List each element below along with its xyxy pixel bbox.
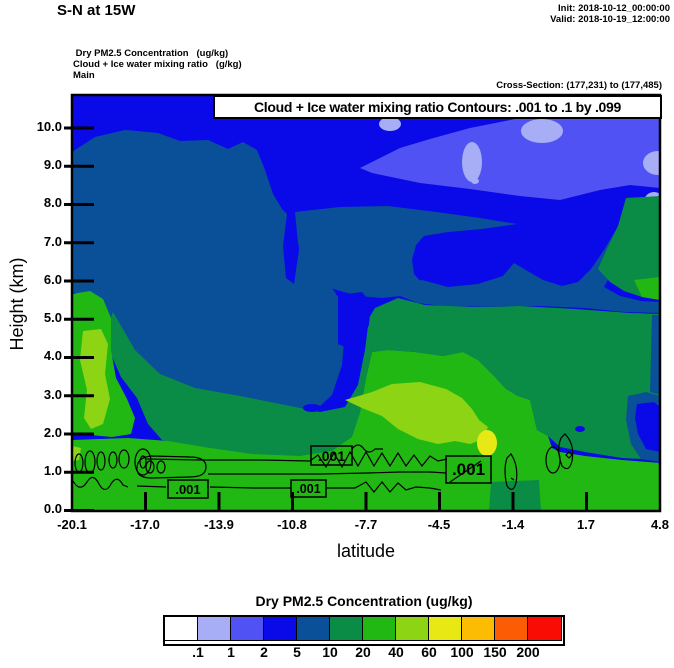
y-tick-label: 4.0 (43, 348, 62, 363)
x-tick-label: -4.5 (427, 517, 451, 532)
y-tick-label: 3.0 (43, 387, 62, 402)
colorbar-cell (527, 616, 562, 641)
colorbar-tick-label: 5 (293, 644, 301, 660)
y-tick-label: 5.0 (43, 310, 62, 325)
contour-value-label: .001 (317, 448, 346, 464)
x-tick-label: -20.1 (57, 517, 87, 532)
fill-periwinkle-band (360, 118, 660, 200)
y-tick-label: 10.0 (36, 119, 62, 134)
colorbar-tick-label: 100 (450, 644, 474, 660)
colorbar-cell (263, 616, 298, 641)
colorbar-tick-label: 20 (355, 644, 371, 660)
valid-timestamp: Valid: 2018-10-19_12:00:00 (550, 14, 670, 25)
colorbar-tick-label: 60 (421, 644, 437, 660)
colorbar-tick-label: 10 (322, 644, 338, 660)
x-axis-title: latitude (336, 541, 396, 561)
x-axis-ticks (144, 492, 588, 512)
y-tick-label: 7.0 (43, 234, 62, 249)
x-tick-label: 1.7 (576, 517, 596, 532)
colorbar-cell (197, 616, 232, 641)
x-tick-label: -10.8 (277, 517, 307, 532)
field-legend-line-1: Dry PM2.5 Concentration (ug/kg) (73, 48, 229, 59)
fill-blue-patches (303, 292, 660, 452)
colorbar-tick-label: 200 (516, 644, 540, 660)
contour-label-boxes (167, 445, 492, 499)
colorbar-cell (362, 616, 397, 641)
field-legend-line-2: Cloud + Ice water mixing ratio (g/kg) (73, 59, 242, 70)
colorbar-cell (494, 616, 529, 641)
x-tick-label: -17.0 (130, 517, 160, 532)
colorbar-cell (428, 616, 463, 641)
colorbar-title: Dry PM2.5 Concentration (ug/kg) (255, 593, 473, 609)
contour-value-label: .001 (175, 482, 201, 497)
colorbar-tick-label: 2 (260, 644, 268, 660)
colorbar-cell (296, 616, 331, 641)
plot-title: S-N at 15W (57, 2, 136, 19)
colorbar-tick-label: .1 (192, 644, 204, 660)
cross-section-info: Cross-Section: (177,231) to (177,485) (496, 80, 662, 91)
fill-darkgreen-regions (107, 196, 660, 460)
colorbar-cell (164, 616, 199, 641)
init-timestamp: Init: 2018-10-12_00:00:00 (558, 3, 670, 14)
x-tick-label: 4.8 (650, 517, 670, 532)
colorbar-cell (461, 616, 496, 641)
contour-value-label: .001 (296, 482, 321, 496)
y-tick-label: 9.0 (43, 157, 62, 172)
y-tick-label: 1.0 (43, 463, 62, 478)
contour-banner: Cloud + Ice water mixing ratio Contours:… (213, 95, 662, 119)
colorbar-tick-label: 40 (388, 644, 404, 660)
fill-darkgreen-bottom-column (489, 480, 541, 511)
fill-steel-regions (72, 130, 660, 410)
field-legend-line-3: Main (73, 70, 95, 81)
x-tick-label: -1.4 (501, 517, 525, 532)
fill-yellow-max-spot (477, 430, 497, 456)
fill-yellowgreen-regions (72, 329, 488, 461)
y-tick-label: 6.0 (43, 272, 62, 287)
x-tick-label: -13.9 (204, 517, 234, 532)
colorbar-tick-label: 150 (483, 644, 507, 660)
y-axis-title: Height (km) (7, 257, 27, 351)
colorbar-cell (230, 616, 265, 641)
colorbar-cell (329, 616, 364, 641)
y-axis-ticks (64, 126, 94, 512)
y-tick-label: 8.0 (43, 195, 62, 210)
pm25-filled-contours (72, 95, 660, 511)
y-tick-label: 2.0 (43, 425, 62, 440)
colorbar-tick-label: 1 (227, 644, 235, 660)
y-tick-label: 0.0 (43, 501, 62, 516)
x-tick-label: -7.7 (354, 517, 378, 532)
contour-value-label: .001 (451, 460, 486, 479)
colorbar-cell (395, 616, 430, 641)
cloud-ice-contour-lines (72, 433, 574, 493)
